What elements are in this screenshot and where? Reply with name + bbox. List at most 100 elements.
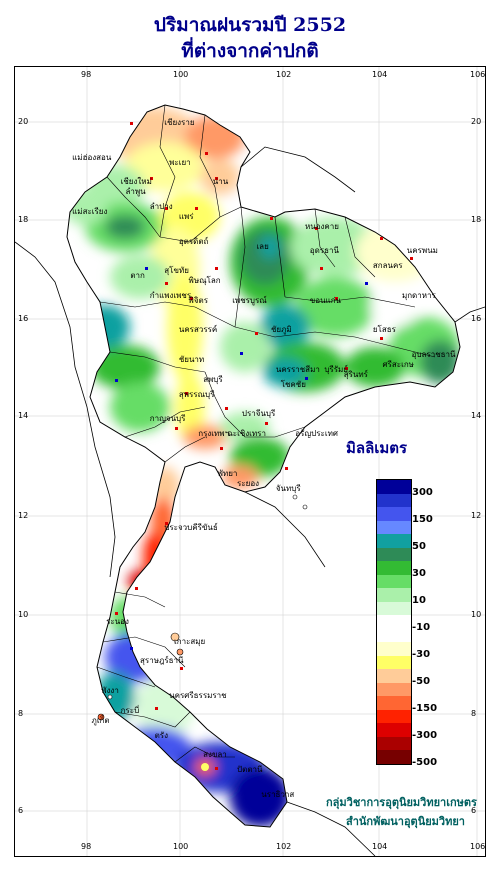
- lon-tick-bottom: 104: [372, 842, 388, 851]
- place-label: สุโขทัย: [164, 266, 189, 276]
- legend-swatch: [377, 696, 411, 710]
- lat-tick-left: 6: [18, 806, 24, 815]
- place-label: พัทยา: [217, 468, 238, 478]
- place-label: ระนอง: [106, 616, 129, 626]
- lat-tick-left: 14: [18, 411, 29, 420]
- lon-tick-bottom: 106: [470, 842, 486, 851]
- place-label: แพร่: [178, 211, 194, 221]
- legend-label: -300: [412, 729, 438, 741]
- place-label: สุรินทร์: [343, 369, 368, 379]
- islands: [97, 494, 308, 721]
- place-label: ภูเก็ต: [91, 715, 110, 725]
- place-label: ฉะเชิงเทรา: [227, 429, 266, 439]
- lat-tick-right: 10: [471, 610, 482, 619]
- legend-label: -150: [412, 702, 438, 714]
- legend-label: 150: [412, 513, 433, 525]
- place-label: พะเยา: [169, 157, 191, 167]
- lat-tick-right: 18: [471, 215, 482, 224]
- legend-swatch: [377, 682, 411, 696]
- lon-tick-top: 106: [470, 70, 486, 79]
- place-label: ศรีสะเกษ: [382, 360, 414, 370]
- place-label: กำแพงเพชร: [149, 290, 192, 300]
- place-label: เพชรบูรณ์: [232, 295, 267, 305]
- lon-tick-top: 98: [81, 70, 92, 79]
- place-label: เชียงใหม่: [120, 177, 152, 187]
- place-label: กระบี่: [120, 705, 140, 715]
- lon-tick-bottom: 102: [276, 842, 292, 851]
- legend-swatch: [377, 709, 411, 723]
- place-label: นครราชสีมา: [275, 365, 320, 374]
- place-label: กาญจนบุรี: [149, 414, 186, 424]
- legend-swatch: [377, 723, 411, 737]
- place-label: พิจิตร: [188, 295, 208, 305]
- place-label: อรัญประเทศ: [295, 429, 338, 439]
- lon-tick-bottom: 98: [81, 842, 92, 851]
- place-label: ชัยภูมิ: [271, 325, 292, 335]
- place-label: ลพบุรี: [203, 374, 223, 384]
- place-label: เกาะสมุย: [174, 636, 206, 646]
- lon-tick-top: 100: [173, 70, 189, 79]
- legend-swatch: [377, 628, 411, 642]
- place-label: หนองคาย: [304, 221, 339, 231]
- legend-label: -30: [412, 648, 431, 660]
- place-label: จันทบุรี: [275, 483, 301, 493]
- place-label: เชียงราย: [164, 118, 195, 127]
- place-label: ปราจีนบุรี: [241, 409, 276, 419]
- place-label: ตาก: [130, 271, 145, 281]
- legend-swatch: [377, 642, 411, 656]
- credit-line2: สำนักพัฒนาอุตุนิยมวิทยา: [346, 815, 465, 828]
- place-label: อุบลราชธานี: [411, 350, 456, 360]
- station-dots: [115, 122, 413, 770]
- lat-tick-right: 12: [471, 511, 482, 520]
- legend-label: 10: [412, 594, 426, 606]
- legend-swatch: [377, 736, 411, 750]
- legend-swatch: [377, 588, 411, 602]
- place-label: มุกดาหาร: [401, 290, 436, 300]
- legend-label: -50: [412, 675, 431, 687]
- lon-tick-top: 104: [372, 70, 388, 79]
- legend-label: -10: [412, 621, 431, 633]
- place-label: สงขลา: [203, 750, 227, 760]
- legend-swatch: [377, 601, 411, 615]
- place-label: ตรัง: [154, 730, 168, 740]
- legend-swatch: [377, 547, 411, 561]
- legend-swatch: [377, 669, 411, 683]
- legend-title: มิลลิเมตร: [346, 439, 408, 457]
- place-label: ลำพูน: [125, 187, 146, 197]
- place-label: นครพนม: [406, 246, 438, 256]
- place-label: แม่ฮ่องสอน: [72, 152, 112, 162]
- lat-tick-right: 16: [471, 314, 482, 323]
- legend-label: -500: [412, 756, 438, 768]
- place-label: สกลนคร: [372, 261, 403, 271]
- place-label: นครสวรรค์: [178, 325, 218, 335]
- place-label: อุตรดิตถ์: [178, 236, 209, 246]
- place-label: สุราษฎร์ธานี: [140, 656, 184, 666]
- legend-swatch: [377, 561, 411, 575]
- lat-tick-right: 8: [471, 709, 477, 718]
- lat-tick-right: 14: [471, 411, 482, 420]
- place-label: นครศรีธรรมราช: [169, 691, 227, 701]
- place-label: พังงา: [101, 686, 119, 696]
- map-title-line1: ปริมาณฝนรวมปี 2552: [153, 14, 347, 36]
- place-label: ลำปาง: [149, 201, 173, 211]
- lat-tick-left: 12: [18, 511, 29, 520]
- legend-swatch: [377, 520, 411, 534]
- lon-tick-bottom: 100: [173, 842, 189, 851]
- station-dots-blue: [115, 267, 368, 650]
- province-borders: [96, 104, 436, 763]
- place-label: ปัตตานี: [237, 765, 263, 775]
- lat-tick-left: 18: [18, 215, 29, 224]
- place-label: สุพรรณบุรี: [178, 389, 215, 399]
- place-label: ชัยนาท: [178, 355, 205, 365]
- place-label: ประจวบคีรีขันธ์: [164, 523, 218, 533]
- place-label: โชคชัย: [280, 379, 306, 389]
- lon-tick-top: 102: [276, 70, 292, 79]
- legend-color-bar: [376, 479, 412, 765]
- legend-swatch: [377, 480, 411, 494]
- neighbor-borders: [15, 146, 485, 856]
- lat-tick-right: 20: [471, 117, 482, 126]
- place-label: แม่สะเรียง: [72, 206, 108, 216]
- legend-label: 300: [412, 486, 433, 498]
- place-label: นราธิวาส: [261, 789, 295, 799]
- place-label: น่าน: [212, 177, 229, 187]
